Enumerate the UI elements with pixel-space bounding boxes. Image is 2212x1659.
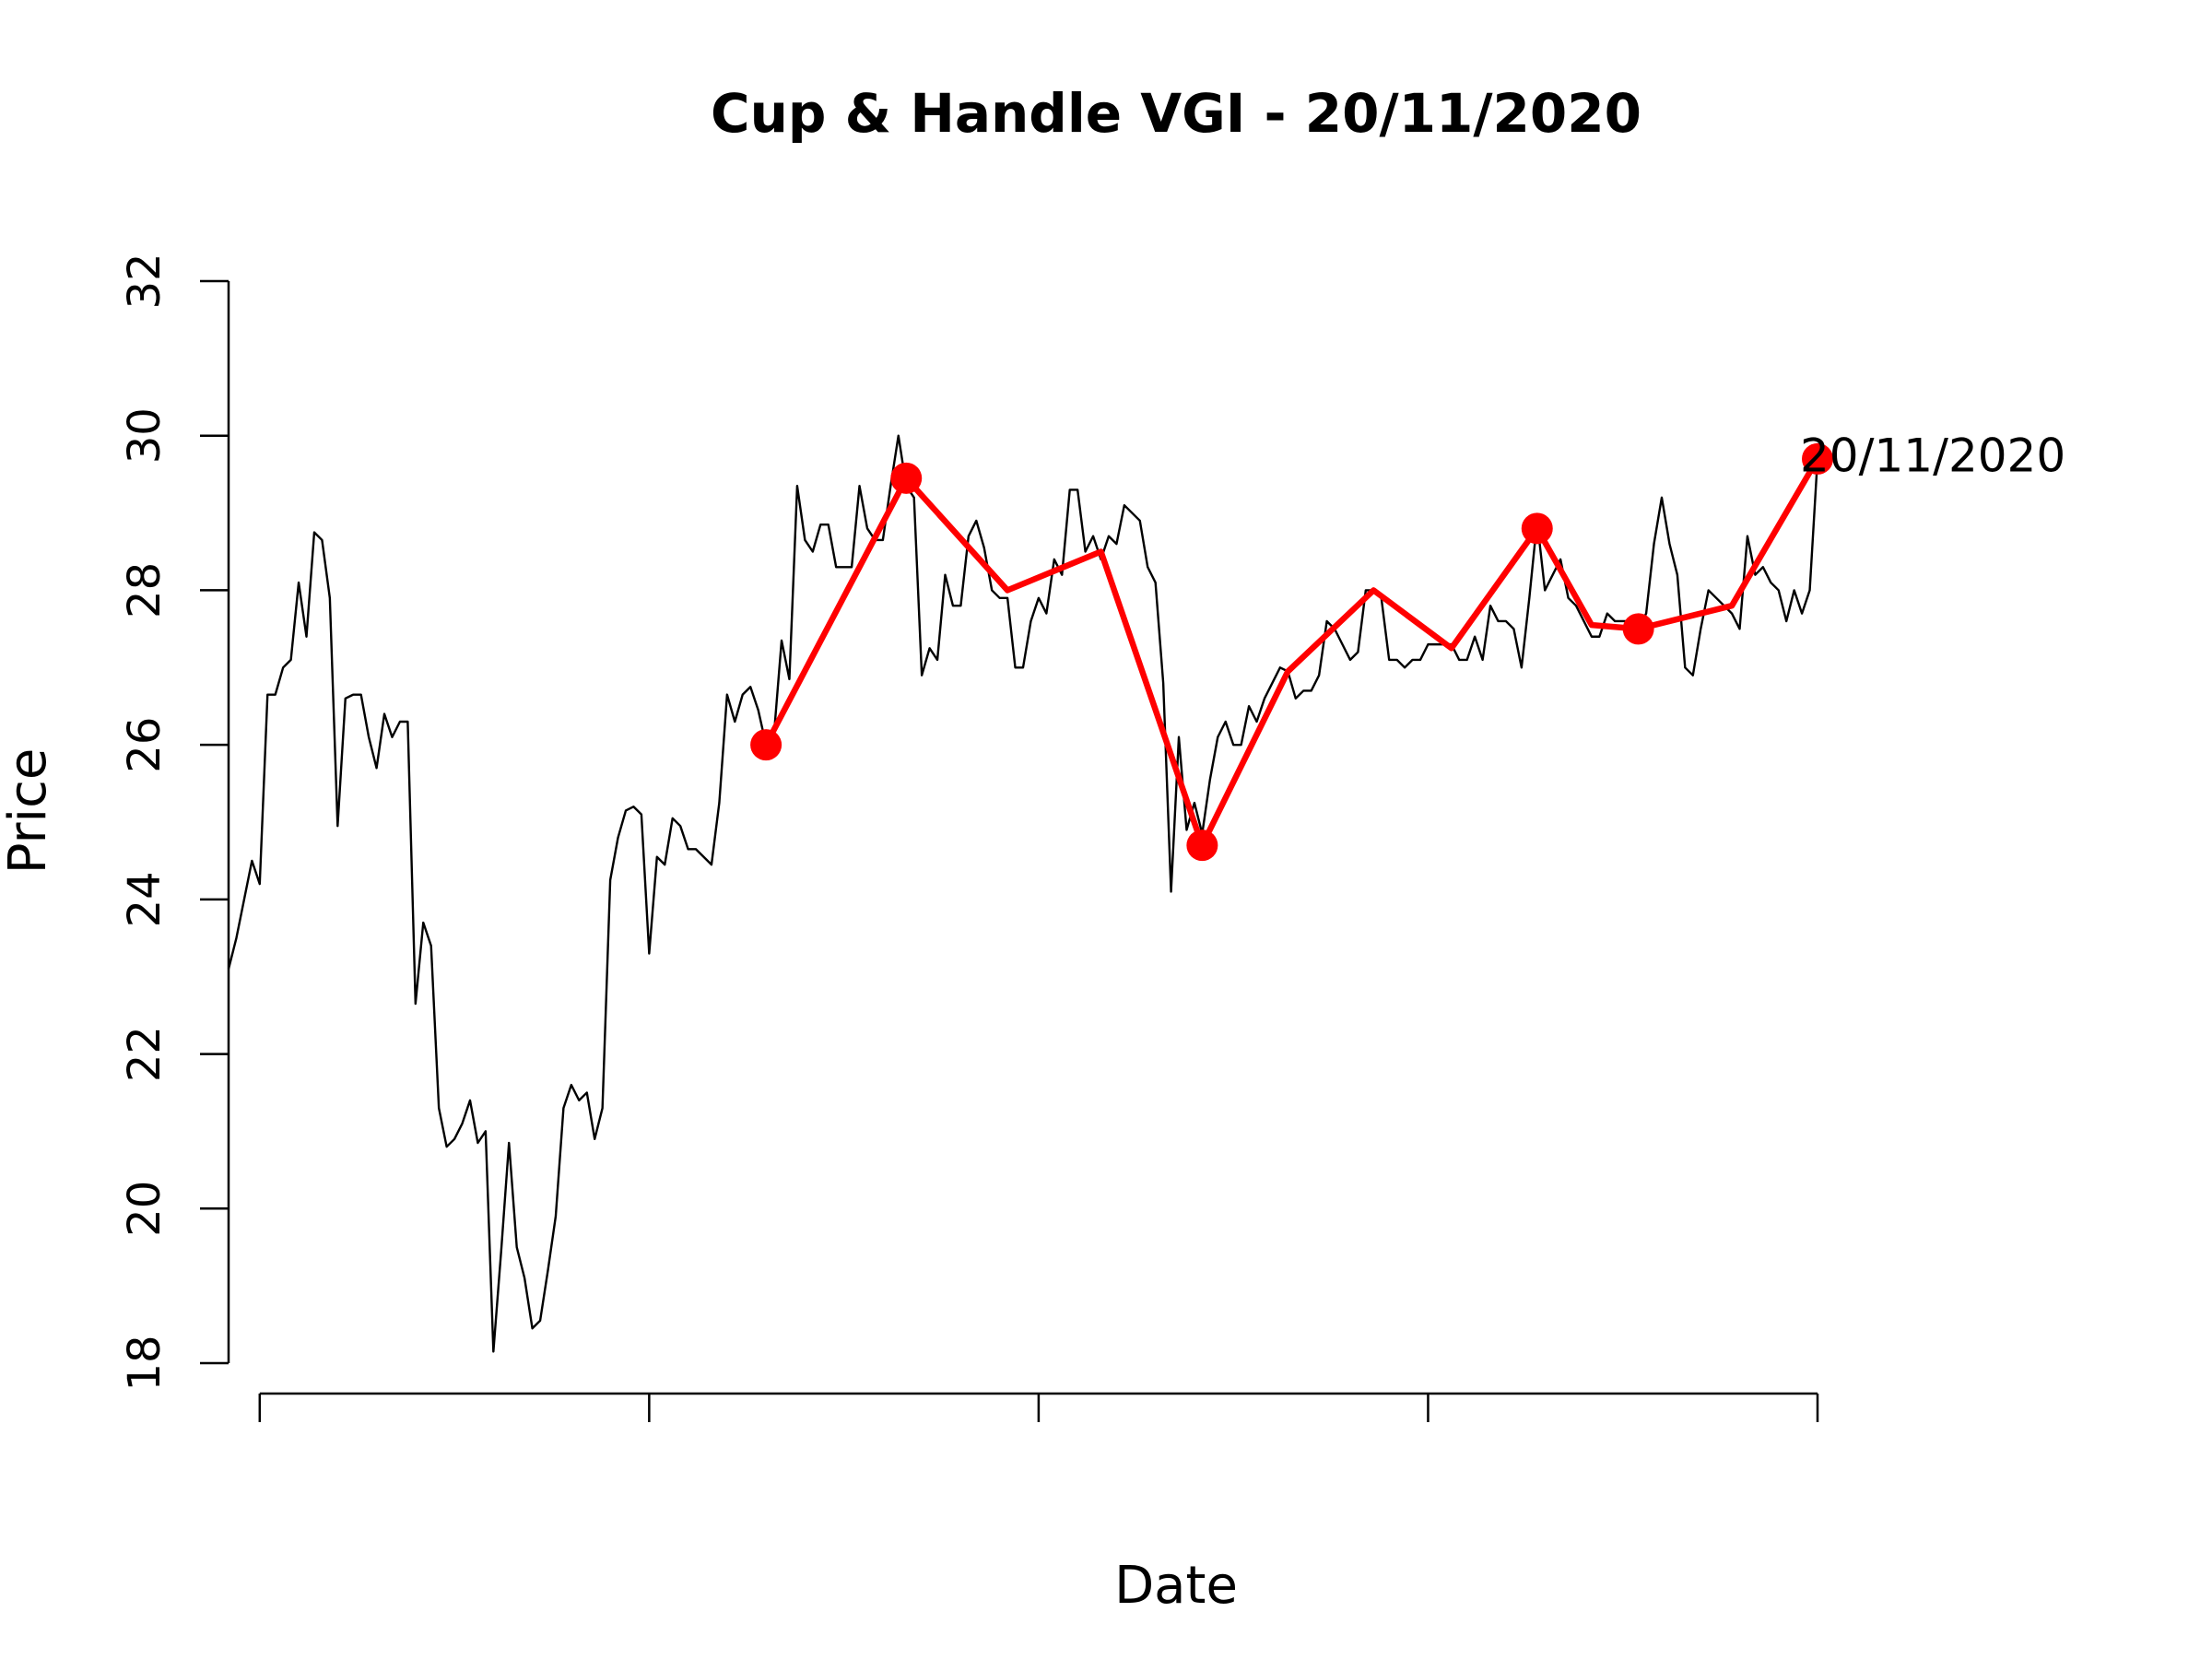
- y-tick-label: 26: [119, 717, 171, 773]
- y-tick-label: 32: [119, 253, 171, 309]
- pattern-point: [1521, 512, 1553, 545]
- y-tick-label: 28: [119, 562, 171, 618]
- pattern-point: [750, 729, 782, 761]
- y-tick-label: 18: [119, 1335, 171, 1391]
- annotation: 20/11/2020: [1800, 429, 2065, 482]
- pattern-point: [890, 462, 923, 494]
- chart-title: Cup & Handle VGI - 20/11/2020: [711, 82, 1641, 145]
- pattern-point: [1622, 613, 1654, 645]
- y-axis-label: Price: [0, 748, 58, 875]
- pattern-point: [1186, 830, 1218, 862]
- price-line: [763, 457, 1820, 849]
- pattern-point: [1802, 442, 1833, 475]
- y-tick-label: 24: [119, 871, 171, 927]
- y-tick-label: 30: [119, 407, 171, 464]
- price-line: [227, 434, 1819, 1353]
- x-axis-label: Date: [1114, 1556, 1238, 1616]
- y-tick-label: 20: [119, 1181, 171, 1237]
- y-tick-label: 22: [119, 1026, 171, 1082]
